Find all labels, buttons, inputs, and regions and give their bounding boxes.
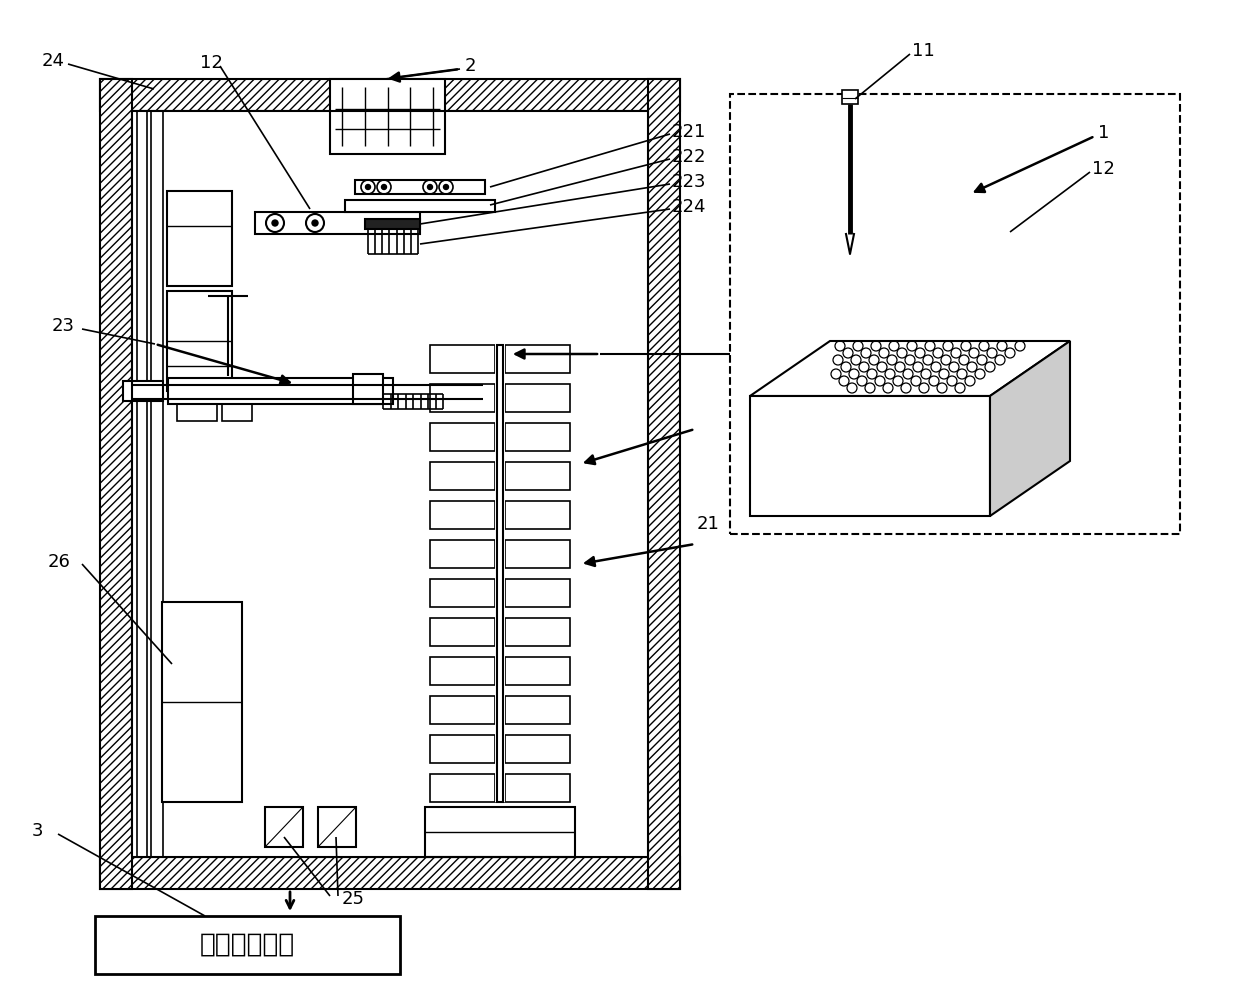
Polygon shape [750, 341, 1070, 396]
Bar [265, 807, 303, 847]
Bar [167, 378, 393, 404]
Bar [255, 212, 420, 234]
Bar [505, 462, 570, 490]
Text: 222: 222 [672, 148, 707, 166]
Bar [505, 345, 570, 373]
Text: 223: 223 [672, 173, 707, 191]
Bar [151, 111, 162, 857]
Circle shape [272, 220, 278, 226]
Bar [430, 735, 495, 763]
Bar [505, 501, 570, 529]
Bar [842, 90, 858, 104]
Bar [167, 191, 232, 286]
Text: 224: 224 [672, 198, 707, 216]
Bar [317, 807, 356, 847]
Bar [345, 200, 495, 212]
Circle shape [366, 184, 371, 190]
Bar [505, 540, 570, 568]
Bar [430, 774, 495, 802]
Bar [330, 79, 445, 154]
Text: 23: 23 [52, 317, 74, 335]
Bar [167, 291, 232, 391]
Text: 12: 12 [1092, 160, 1115, 178]
Bar [430, 384, 495, 412]
Bar [495, 315, 505, 802]
Text: 24: 24 [42, 52, 64, 70]
Bar [430, 540, 495, 568]
Bar [505, 774, 570, 802]
Bar [430, 657, 495, 685]
Bar [649, 79, 680, 889]
Circle shape [444, 184, 449, 190]
Bar [365, 219, 420, 229]
Text: 数据处理系统: 数据处理系统 [200, 932, 295, 958]
Text: 3: 3 [32, 822, 43, 840]
Bar [505, 735, 570, 763]
Bar [430, 423, 495, 451]
Polygon shape [990, 341, 1070, 516]
Text: 2: 2 [465, 57, 476, 75]
Circle shape [428, 184, 433, 190]
Bar [505, 618, 570, 646]
Text: 12: 12 [200, 54, 223, 72]
Bar [730, 94, 1180, 534]
Bar [430, 345, 495, 373]
Bar [497, 345, 503, 802]
Bar [505, 384, 570, 412]
Bar [162, 602, 242, 802]
Bar [430, 462, 495, 490]
Bar [100, 79, 131, 889]
Bar [100, 857, 680, 889]
Bar [123, 381, 162, 401]
Bar [100, 79, 680, 111]
Bar [355, 180, 485, 194]
Bar [430, 618, 495, 646]
Bar [430, 501, 495, 529]
Bar [177, 396, 217, 421]
Circle shape [382, 184, 387, 190]
Text: 26: 26 [48, 553, 71, 571]
Text: 1: 1 [1097, 124, 1110, 142]
Bar [505, 423, 570, 451]
Bar [131, 111, 649, 857]
Bar [430, 579, 495, 607]
Circle shape [312, 220, 317, 226]
Bar [505, 657, 570, 685]
Bar [95, 916, 401, 974]
Bar [505, 579, 570, 607]
Polygon shape [750, 396, 990, 516]
Bar [353, 374, 383, 404]
Bar [425, 807, 575, 857]
Bar [430, 696, 495, 724]
Text: 221: 221 [672, 123, 707, 141]
Text: 11: 11 [911, 42, 935, 60]
Bar [505, 696, 570, 724]
Text: 21: 21 [697, 515, 720, 533]
Bar [222, 396, 252, 421]
Bar [136, 111, 148, 857]
Text: 25: 25 [342, 890, 365, 908]
